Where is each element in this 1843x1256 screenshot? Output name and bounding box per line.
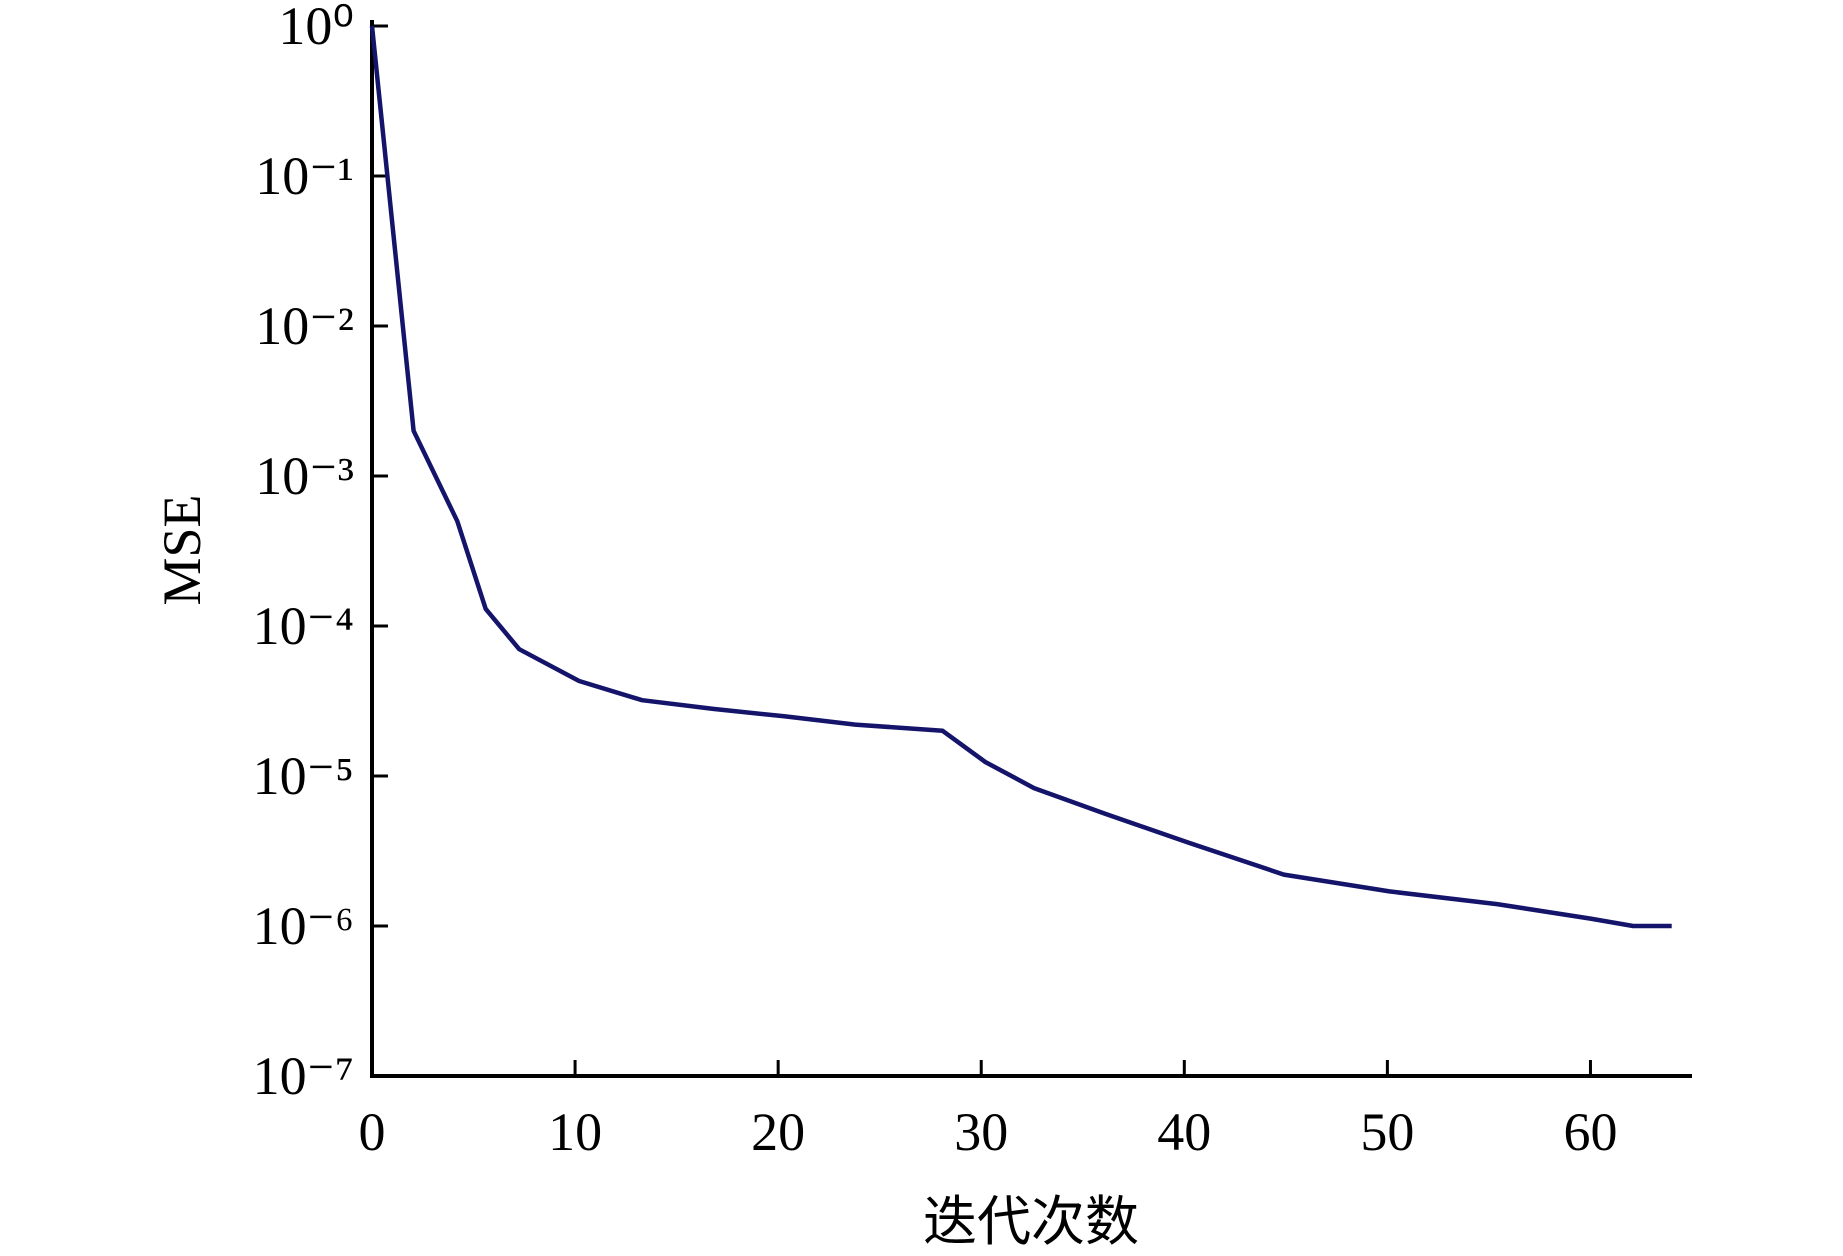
- y-tick-label: 10⁻⁵: [253, 746, 354, 806]
- x-tick-label: 0: [359, 1102, 386, 1162]
- y-tick-label: 10⁰: [278, 0, 354, 56]
- x-tick-label: 10: [548, 1102, 602, 1162]
- y-tick-label: 10⁻²: [255, 296, 354, 356]
- x-tick-label: 40: [1157, 1102, 1211, 1162]
- y-tick-label: 10⁻⁷: [253, 1046, 354, 1106]
- x-tick-label: 20: [751, 1102, 805, 1162]
- x-tick-label: 50: [1360, 1102, 1414, 1162]
- y-tick-label: 10⁻³: [255, 446, 354, 506]
- y-tick-label: 10⁻¹: [255, 146, 354, 206]
- x-axis-label: 迭代次数: [923, 1192, 1139, 1252]
- y-tick-label: 10⁻⁴: [253, 596, 354, 656]
- data-line: [369, 25, 1672, 929]
- x-tick-label: 60: [1563, 1102, 1617, 1162]
- x-tick-label: 30: [954, 1102, 1008, 1162]
- y-axis-label: MSE: [152, 494, 212, 605]
- y-tick-label: 10⁻⁶: [253, 896, 354, 956]
